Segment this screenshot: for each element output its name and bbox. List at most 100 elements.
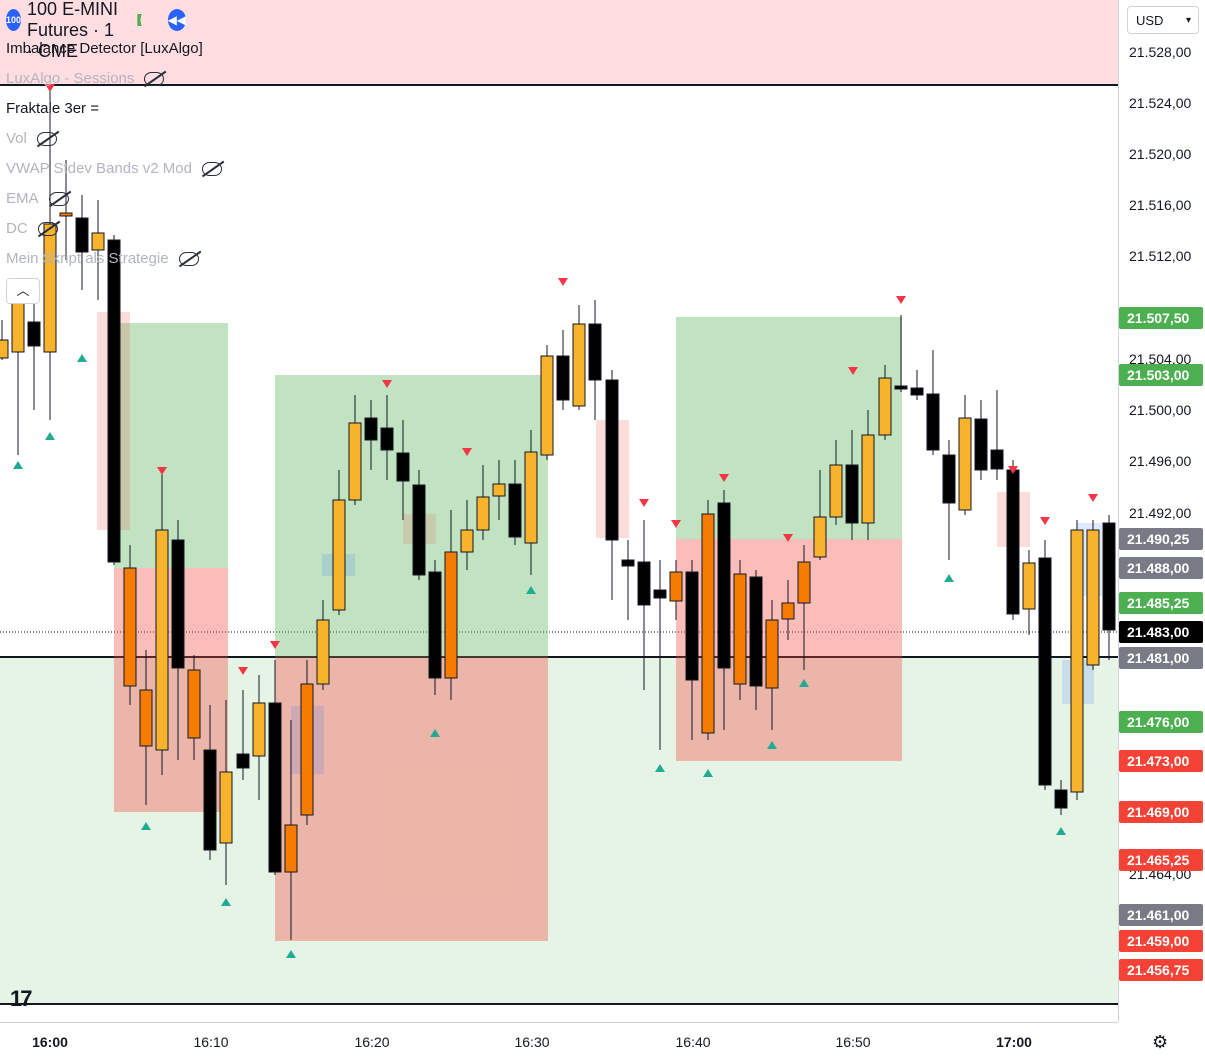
fractal-down-marker — [1040, 517, 1050, 525]
time-tick-label: 16:30 — [514, 1034, 550, 1050]
price-tag: 21.490,25 — [1119, 528, 1203, 550]
candle — [316, 600, 330, 690]
legend-item[interactable]: Fraktale 3er = — [6, 98, 99, 120]
price-tag: 21.461,00 — [1119, 904, 1203, 926]
candle — [749, 570, 763, 710]
legend-label: DC — [6, 220, 28, 237]
candle — [556, 330, 570, 410]
price-tick-label: 21.524,00 — [1129, 95, 1192, 111]
candle — [1054, 780, 1068, 815]
candle — [621, 540, 635, 620]
candle — [91, 200, 105, 300]
candle — [508, 460, 522, 545]
candle — [492, 460, 506, 520]
tradingview-logo[interactable]: 17 — [10, 986, 33, 1011]
fractal-down-marker — [783, 534, 793, 542]
legend-item[interactable]: VWAP Stdev Bands v2 Mod — [6, 158, 222, 180]
price-tag: 21.456,75 — [1119, 959, 1203, 981]
candle — [75, 195, 89, 290]
legend-label: EMA — [6, 190, 39, 207]
fractal-down-marker — [270, 641, 280, 649]
time-tick-label: 17:00 — [996, 1034, 1032, 1050]
candle — [1006, 460, 1020, 620]
eye-off-icon[interactable] — [48, 192, 69, 207]
candle — [701, 500, 715, 740]
legend-item[interactable]: Vol — [6, 128, 57, 150]
legend-item[interactable]: LuxAlgo - Sessions — [6, 68, 165, 90]
currency-select[interactable]: USD ▾ — [1127, 6, 1199, 34]
legend-item[interactable]: Mein Skript als Strategie — [6, 248, 199, 270]
legend-item[interactable]: EMA — [6, 188, 69, 210]
fractal-down-marker — [45, 84, 55, 92]
candle — [685, 560, 699, 740]
fractal-down-marker — [1008, 466, 1018, 474]
time-tick-label: 16:50 — [835, 1034, 871, 1050]
price-tag: 21.459,00 — [1119, 930, 1203, 952]
candle — [540, 345, 554, 460]
fractal-up-marker — [141, 822, 151, 830]
candle — [653, 560, 667, 750]
price-tag: 21.483,00 — [1119, 621, 1203, 643]
price-tick-label: 21.512,00 — [1129, 248, 1192, 264]
price-axis[interactable]: USD ▾ 21.528,00 21.524,00 21.520,00 21.516,… — [1118, 0, 1205, 1022]
candle — [252, 675, 266, 800]
fractal-up-marker — [77, 354, 87, 362]
candles-group — [0, 90, 1116, 940]
rewind-icon[interactable]: ◀◀ — [167, 9, 187, 31]
candle — [765, 600, 779, 730]
fractal-up-marker — [221, 898, 231, 906]
candle — [332, 470, 346, 615]
candle — [878, 365, 892, 440]
candle — [219, 700, 233, 885]
fractal-up-marker — [1056, 827, 1066, 835]
fractal-up-marker — [799, 679, 809, 687]
fractal-up-marker — [703, 769, 713, 777]
candle — [717, 490, 731, 730]
fractal-down-marker — [639, 499, 649, 507]
fractal-down-marker — [157, 467, 167, 475]
currency-label: USD — [1136, 13, 1164, 28]
candle — [348, 395, 362, 505]
eye-off-icon[interactable] — [201, 162, 222, 177]
candlestick-chart[interactable] — [0, 0, 1118, 1022]
candle — [236, 690, 250, 780]
chart-canvas[interactable]: 100 NASDAQ 100 E-MINI Futures · 1 · CME … — [0, 0, 1118, 1022]
candle — [1038, 540, 1052, 790]
fractal-down-marker — [1088, 494, 1098, 502]
price-tag: 21.465,25 — [1119, 849, 1203, 871]
price-tick-label: 21.500,00 — [1129, 402, 1192, 418]
time-axis[interactable]: 16:00 16:10 16:20 16:30 16:40 16:50 17:00 — [0, 1022, 1118, 1061]
eye-off-icon[interactable] — [178, 252, 199, 267]
price-tag: 21.476,00 — [1119, 711, 1203, 733]
eye-off-icon[interactable] — [144, 72, 165, 87]
price-tick-label: 21.504,00 — [1129, 351, 1192, 367]
fractal-down-marker — [671, 520, 681, 528]
candle — [460, 500, 474, 570]
eye-off-icon[interactable] — [36, 132, 57, 147]
eye-off-icon[interactable] — [37, 222, 58, 237]
candle — [958, 395, 972, 515]
legend-item[interactable]: Imbalance Detector [LuxAlgo] — [6, 38, 203, 60]
gear-icon[interactable]: ⚙ — [1152, 1032, 1169, 1052]
time-tick-label: 16:10 — [193, 1034, 229, 1050]
fractal-down-marker — [238, 667, 248, 675]
flag-icon[interactable] — [137, 14, 142, 26]
fractal-markers-group — [13, 84, 1098, 958]
fractal-down-marker — [382, 380, 392, 388]
candle — [59, 160, 73, 260]
legend-item[interactable]: DC — [6, 218, 58, 240]
candle — [829, 440, 843, 525]
candle — [1086, 520, 1100, 670]
price-tag: 21.481,00 — [1119, 647, 1203, 669]
candle — [155, 470, 169, 775]
legend-label: VWAP Stdev Bands v2 Mod — [6, 160, 192, 177]
price-tick-label: 21.528,00 — [1129, 44, 1192, 60]
collapse-legend-button[interactable]: ︿ — [6, 278, 40, 304]
symbol-header[interactable]: 100 NASDAQ 100 E-MINI Futures · 1 · CME … — [6, 0, 187, 61]
candle — [524, 430, 538, 575]
fractal-up-marker — [944, 574, 954, 582]
candle — [605, 370, 619, 600]
candle — [380, 395, 394, 480]
candle — [203, 705, 217, 860]
symbol-title[interactable]: NASDAQ 100 E-MINI Futures · 1 · CME — [27, 0, 119, 61]
